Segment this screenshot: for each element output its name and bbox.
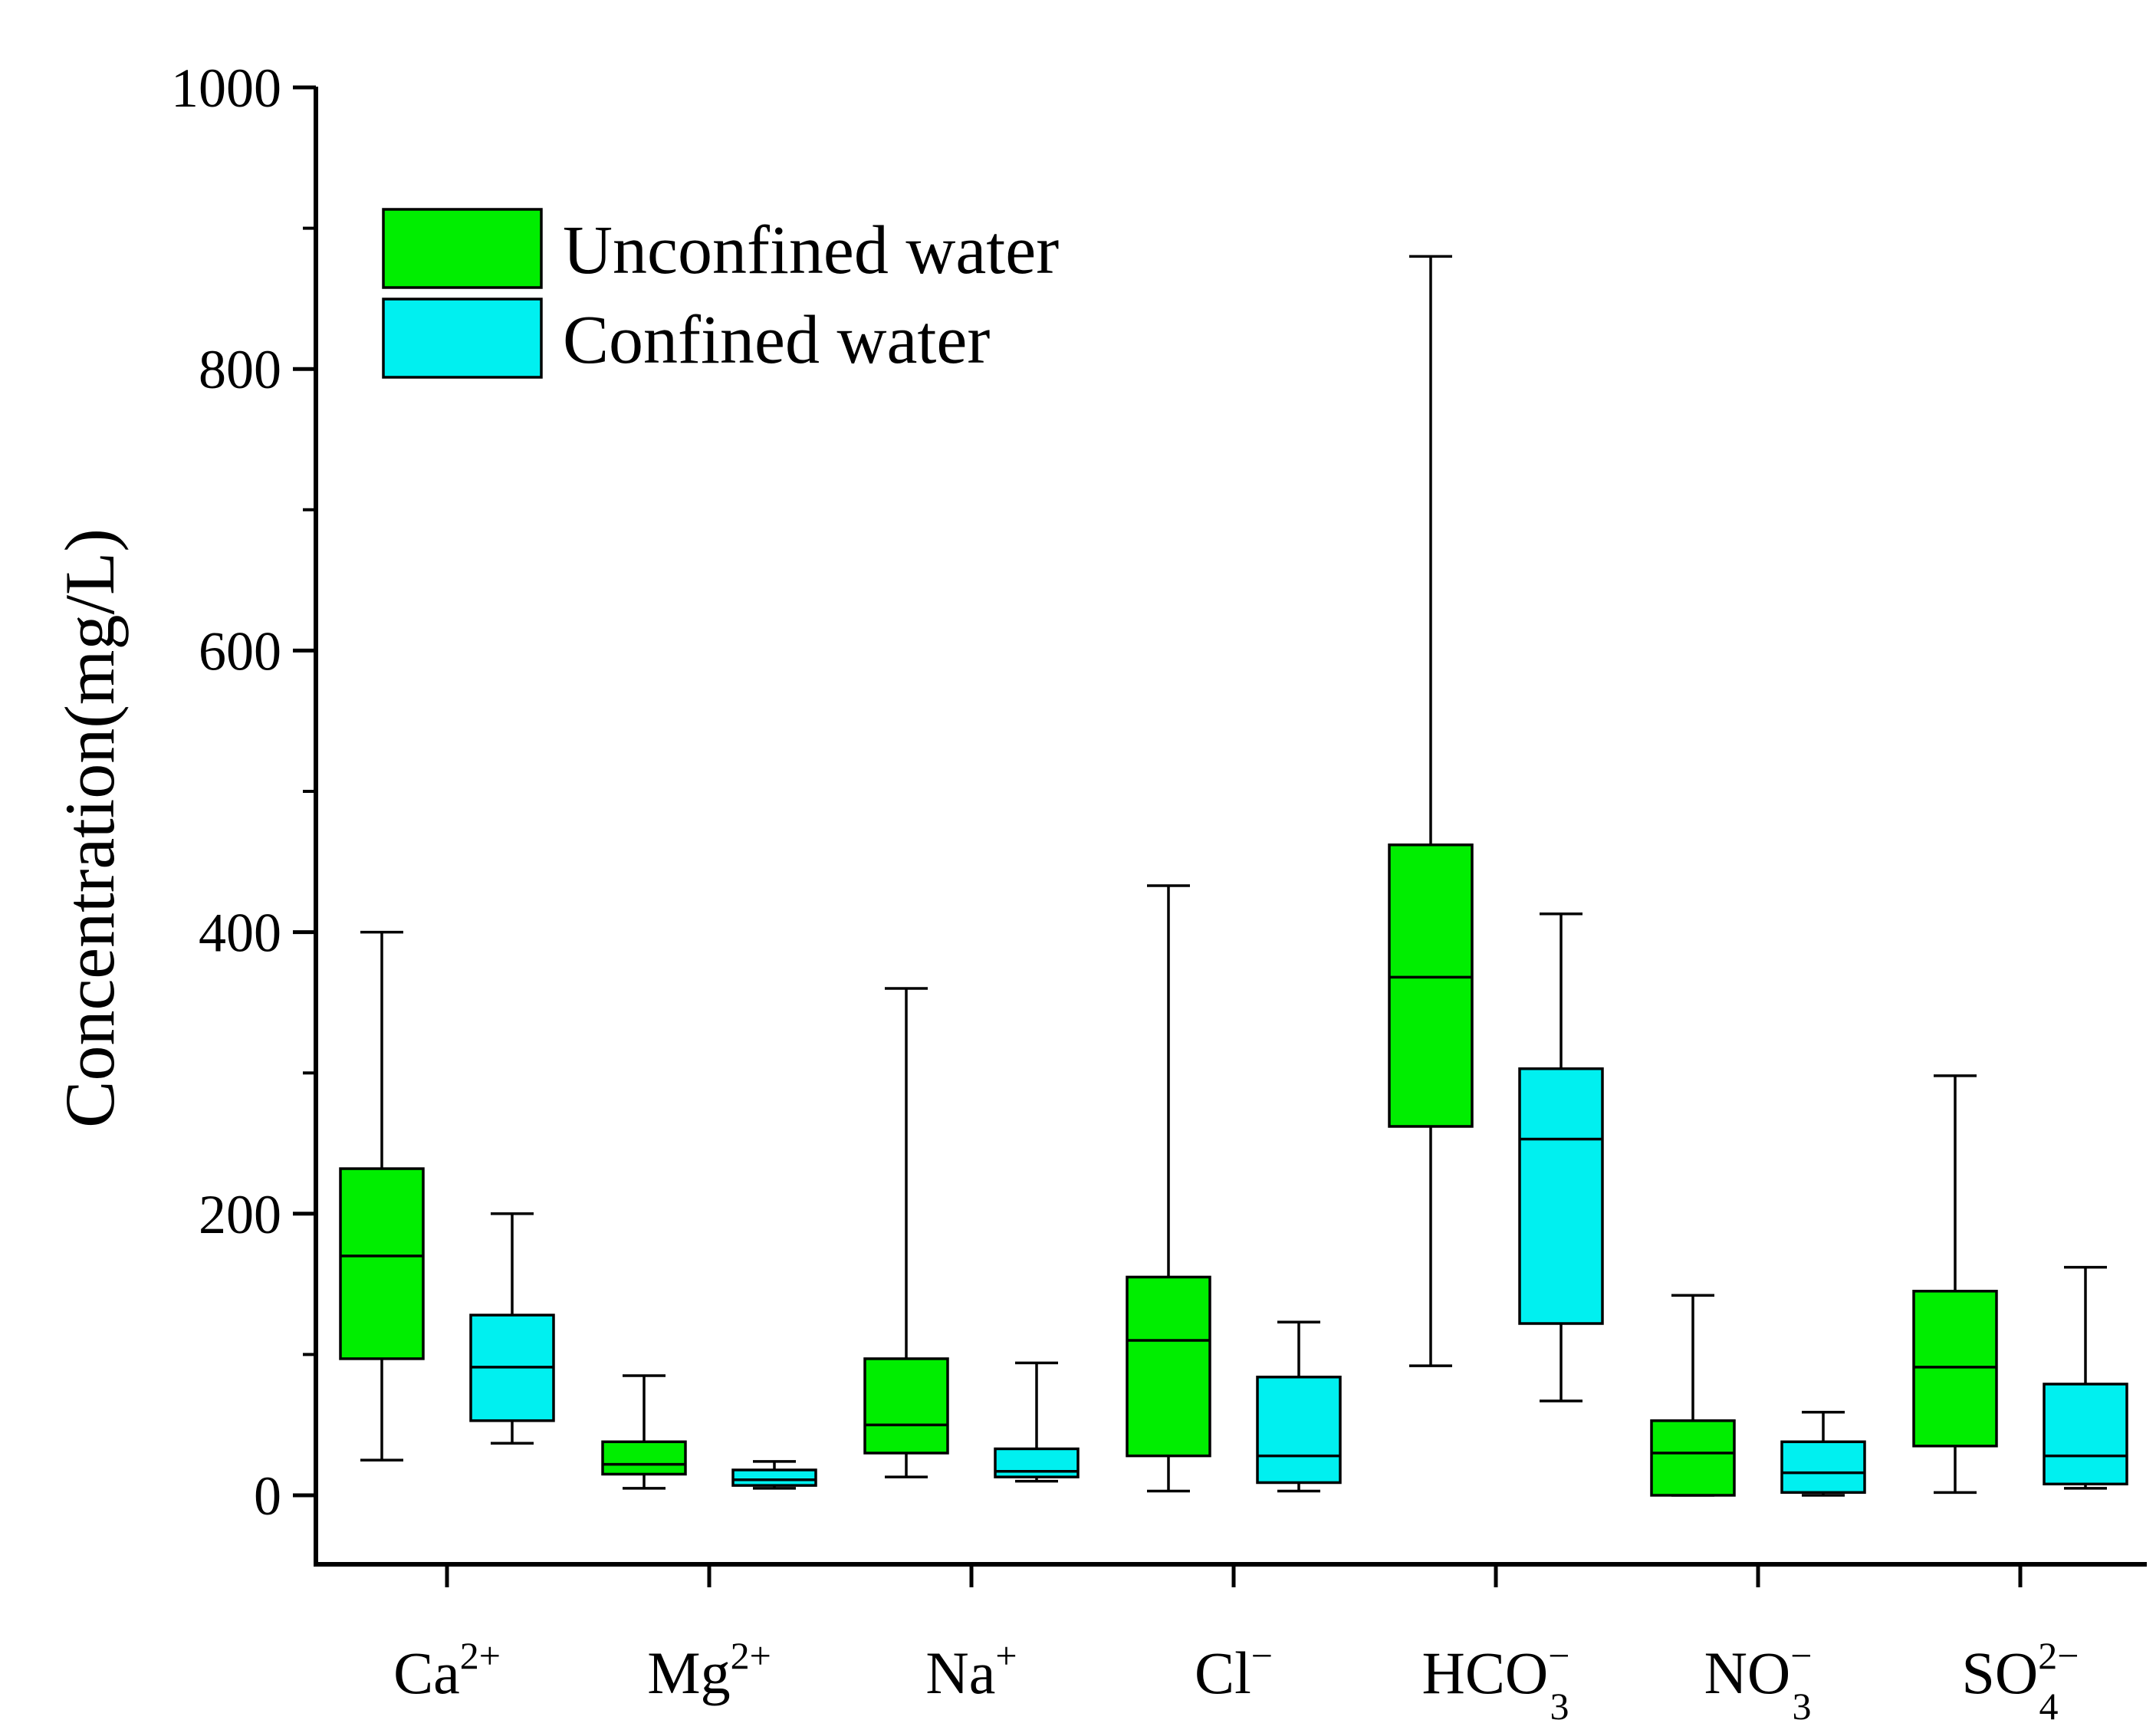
box-confined-6 xyxy=(2043,1265,2128,1490)
legend-swatch-confined xyxy=(382,298,543,379)
y-axis-title: Concentration(mg/L) xyxy=(51,528,129,1128)
x-tick-label: Cl− xyxy=(1195,1634,1273,1706)
axes: 0 200 400 600 800 1000 Ca2+ Mg2+ Na+ Cl− HCO− 3 NO− 3… xyxy=(171,58,2147,1728)
box-unconfined-0 xyxy=(339,930,425,1462)
iqr-box xyxy=(731,1468,817,1487)
iqr-box xyxy=(1518,1067,1604,1325)
y-tick-label: 400 xyxy=(199,903,281,964)
box-unconfined-3 xyxy=(1126,884,1211,1493)
iqr-box xyxy=(2043,1383,2128,1486)
iqr-box xyxy=(1650,1419,1736,1497)
x-tick-label: Na+ xyxy=(925,1634,1017,1706)
box-confined-2 xyxy=(994,1361,1080,1483)
x-tick-label: Ca2+ xyxy=(393,1634,501,1706)
legend-label-confined: Confined water xyxy=(563,302,990,378)
box-confined-5 xyxy=(1780,1410,1866,1497)
y-tick-label: 0 xyxy=(254,1465,281,1527)
x-tick-label: Mg2+ xyxy=(647,1634,771,1706)
y-tick-label: 200 xyxy=(199,1184,281,1245)
y-tick-label: 1000 xyxy=(171,58,281,119)
legend: Unconfined water Confined water xyxy=(382,208,1059,379)
box-unconfined-6 xyxy=(1912,1074,1998,1495)
y-tick-label: 800 xyxy=(199,339,281,400)
iqr-box xyxy=(601,1440,687,1476)
iqr-box xyxy=(1126,1275,1211,1458)
iqr-box xyxy=(1780,1440,1866,1495)
iqr-box xyxy=(863,1357,949,1455)
box-unconfined-1 xyxy=(601,1374,687,1490)
y-tick-label: 600 xyxy=(199,620,281,682)
box-unconfined-2 xyxy=(863,987,949,1478)
box-unconfined-4 xyxy=(1388,255,1474,1367)
box-confined-3 xyxy=(1256,1320,1342,1493)
iqr-box xyxy=(1388,843,1474,1128)
legend-label-unconfined: Unconfined water xyxy=(563,212,1059,288)
x-tick-label: HCO− 3 xyxy=(1422,1634,1570,1728)
box-confined-0 xyxy=(469,1212,555,1445)
iqr-box xyxy=(994,1447,1080,1478)
iqr-box xyxy=(339,1167,425,1360)
x-tick-label: SO2− 4 xyxy=(1962,1634,2079,1728)
box-confined-4 xyxy=(1518,912,1604,1403)
iqr-box xyxy=(1912,1290,1998,1448)
legend-swatch-unconfined xyxy=(382,208,543,289)
box-confined-1 xyxy=(731,1460,817,1490)
x-tick-label: NO− 3 xyxy=(1704,1634,1813,1728)
iqr-box xyxy=(1256,1376,1342,1485)
plot-area xyxy=(339,255,2128,1497)
box-unconfined-5 xyxy=(1650,1294,1736,1497)
